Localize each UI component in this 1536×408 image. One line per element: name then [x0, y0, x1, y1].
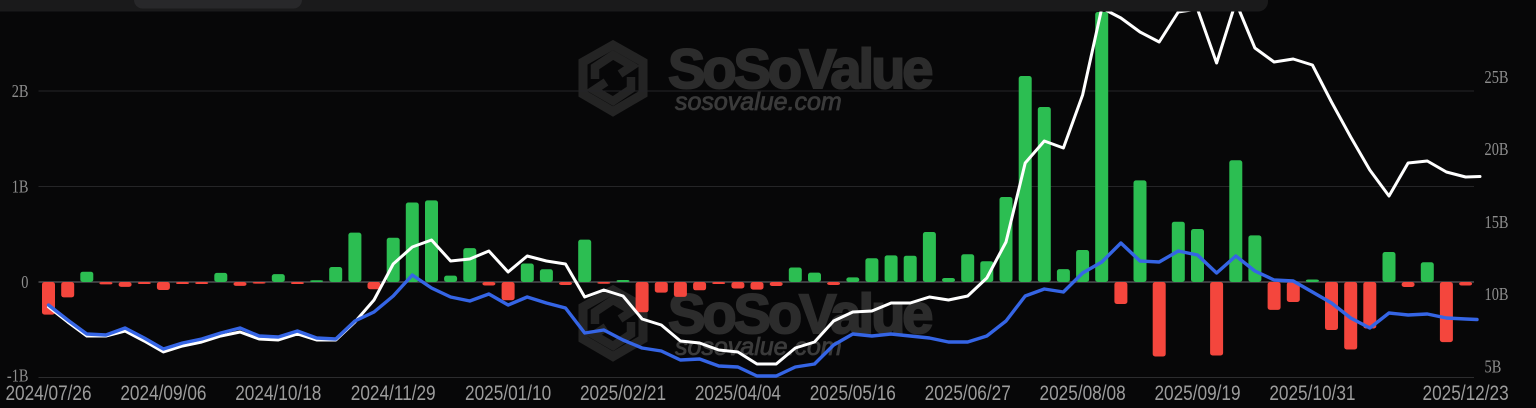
svg-text:2025/10/31: 2025/10/31	[1269, 383, 1355, 406]
svg-text:2025/01/10: 2025/01/10	[465, 383, 551, 406]
svg-text:2025/02/21: 2025/02/21	[580, 383, 666, 406]
svg-text:SoSoValue: SoSoValue	[668, 37, 932, 100]
svg-text:2025/04/04: 2025/04/04	[695, 383, 781, 406]
svg-text:2025/06/27: 2025/06/27	[925, 383, 1011, 406]
svg-text:2024/11/29: 2024/11/29	[351, 383, 436, 406]
svg-text:5B: 5B	[1485, 356, 1502, 377]
svg-text:-1B: -1B	[7, 365, 29, 386]
svg-text:2024/10/18: 2024/10/18	[235, 383, 321, 406]
svg-text:2024/07/26: 2024/07/26	[5, 383, 91, 406]
svg-text:0: 0	[21, 271, 28, 292]
svg-text:20B: 20B	[1485, 138, 1509, 159]
svg-text:1B: 1B	[12, 176, 29, 197]
svg-text:2B: 2B	[12, 80, 29, 101]
svg-text:sosovalue.com: sosovalue.com	[675, 88, 842, 116]
svg-text:2025/08/08: 2025/08/08	[1040, 383, 1126, 406]
svg-text:2025/05/16: 2025/05/16	[810, 383, 896, 406]
svg-text:2025/09/19: 2025/09/19	[1154, 383, 1240, 406]
svg-text:2025/12/23: 2025/12/23	[1423, 383, 1509, 406]
svg-text:10B: 10B	[1485, 283, 1509, 304]
svg-text:25B: 25B	[1485, 66, 1509, 87]
svg-text:2024/09/06: 2024/09/06	[120, 383, 206, 406]
svg-text:sosovalue.com: sosovalue.com	[675, 333, 842, 361]
svg-text:15B: 15B	[1485, 211, 1509, 232]
